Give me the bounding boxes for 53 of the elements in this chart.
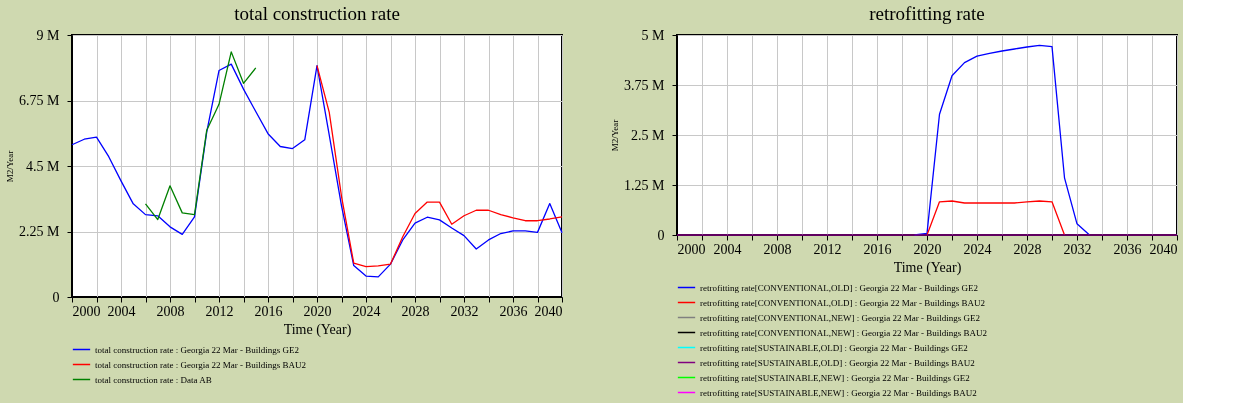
x-tick-label: 2024 — [963, 241, 992, 257]
x-tick-label: 2020 — [303, 303, 332, 319]
x-tick-label: 2024 — [352, 303, 381, 319]
legend-label: retrofitting rate[CONVENTIONAL,NEW] : Georgia 22 Mar - Buildings BAU2 — [700, 327, 988, 338]
x-tick-label: 2028 — [1013, 241, 1042, 257]
x-tick-label: 2000 — [677, 241, 706, 257]
y-tick-label: 9 M — [36, 27, 61, 43]
line-series — [316, 64, 563, 268]
legend-label: total construction rate : Data AB — [95, 374, 212, 385]
x-tick-label: 2032 — [450, 303, 479, 319]
x-tick-label: 2028 — [401, 303, 430, 319]
legend-label: retrofitting rate[CONVENTIONAL,OLD] : Georgia 22 Mar - Buildings BAU2 — [700, 297, 986, 308]
x-tick-label: 2012 — [813, 241, 842, 257]
x-tick-label: 2040 — [534, 303, 563, 319]
x-axis-title: Time (Year) — [893, 259, 962, 276]
x-tick-label: 2004 — [713, 241, 742, 257]
x-tick-label: 2016 — [254, 303, 283, 319]
x-tick-label: 2016 — [863, 241, 892, 257]
y-tick-label: 0 — [657, 227, 665, 243]
y-tick-label: 6.75 M — [19, 93, 61, 108]
legend-label: total construction rate : Georgia 22 Mar - Buildings BAU2 — [95, 359, 307, 370]
x-tick-label: 2040 — [1149, 241, 1178, 257]
x-axis-title: Time (Year) — [283, 321, 352, 338]
x-tick-label: 2036 — [499, 303, 528, 319]
x-tick-label: 2032 — [1063, 241, 1092, 257]
x-tick-label: 2008 — [763, 241, 792, 257]
line-series — [926, 200, 1066, 236]
y-tick-label: 4.5 M — [26, 158, 61, 174]
chart-title: retrofitting rate — [869, 3, 985, 24]
y-tick-label: 0 — [52, 289, 60, 305]
x-tick-label: 2020 — [913, 241, 942, 257]
y-tick-label: 1.25 M — [624, 177, 666, 193]
y-axis-title: M2/Year — [5, 150, 16, 183]
legend-label: retrofitting rate[SUSTAINABLE,NEW] : Georgia 22 Mar - Buildings BAU2 — [700, 387, 977, 398]
x-tick-label: 2000 — [72, 303, 101, 319]
legend-label: retrofitting rate[SUSTAINABLE,NEW] : Georgia 22 Mar - Buildings GE2 — [700, 372, 970, 383]
y-axis-title: M2/Year — [610, 119, 621, 152]
line-series — [71, 63, 563, 278]
line-series — [144, 51, 257, 221]
x-tick-label: 2036 — [1113, 241, 1142, 257]
x-tick-label: 2008 — [156, 303, 185, 319]
chart-title: total construction rate — [234, 3, 400, 24]
legend-label: retrofitting rate[CONVENTIONAL,NEW] : Georgia 22 Mar - Buildings GE2 — [700, 312, 981, 323]
legend-label: retrofitting rate[SUSTAINABLE,OLD] : Georgia 22 Mar - Buildings GE2 — [700, 342, 968, 353]
y-tick-label: 2.5 M — [631, 127, 666, 143]
legend-label: retrofitting rate[SUSTAINABLE,OLD] : Georgia 22 Mar - Buildings BAU2 — [700, 357, 975, 368]
x-tick-label: 2012 — [205, 303, 234, 319]
y-tick-label: 5 M — [641, 27, 666, 43]
y-tick-label: 2.25 M — [19, 224, 61, 239]
x-tick-label: 2004 — [107, 303, 136, 319]
legend-label: total construction rate : Georgia 22 Mar - Buildings GE2 — [95, 344, 300, 355]
legend-label: retrofitting rate[CONVENTIONAL,OLD] : Georgia 22 Mar - Buildings GE2 — [700, 282, 979, 293]
y-tick-label: 3.75 M — [624, 77, 666, 93]
